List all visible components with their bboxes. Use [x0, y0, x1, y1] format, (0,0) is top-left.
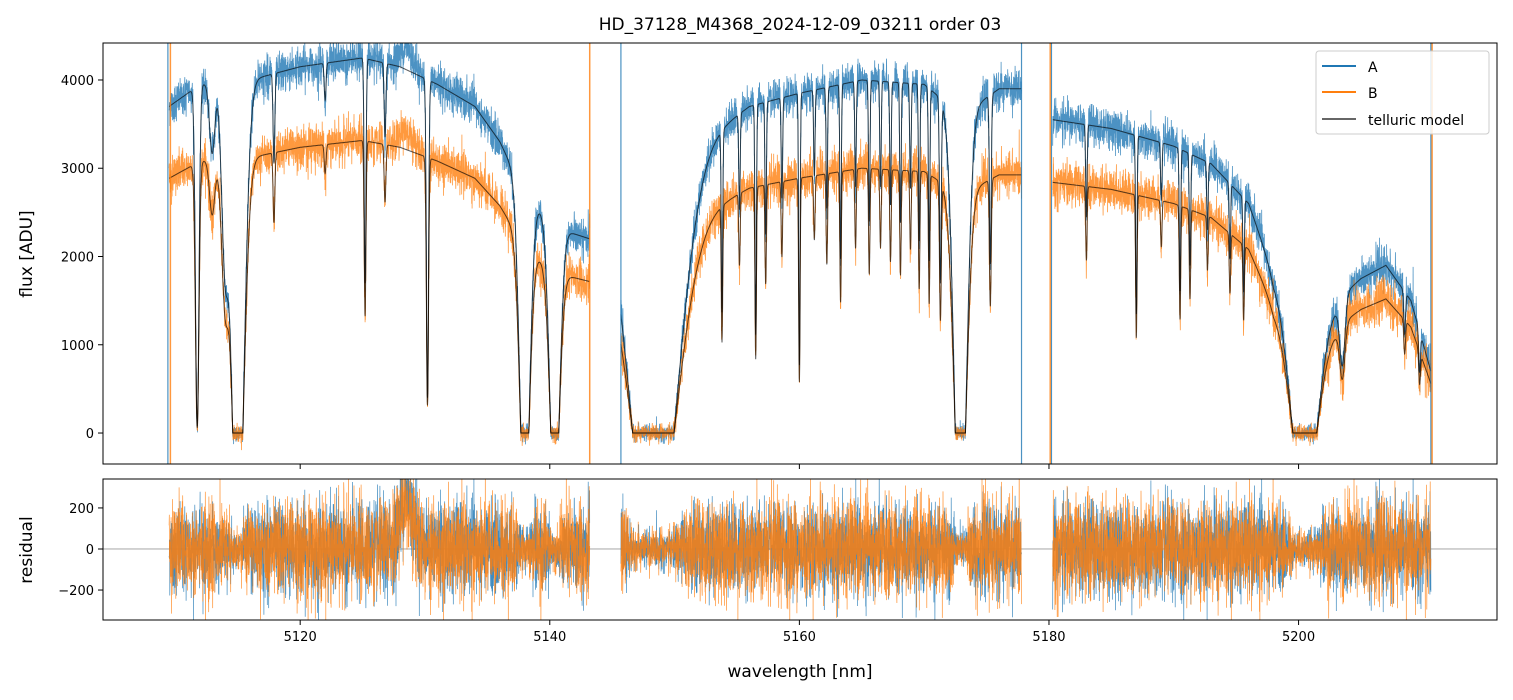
chart-title: HD_37128_M4368_2024-12-09_03211 order 03: [599, 15, 1002, 35]
residual-plot-area: [103, 479, 1497, 620]
legend-label-b: B: [1368, 86, 1378, 102]
spectrum-b-segment-1: [620, 129, 1022, 446]
flux-plot-area: [167, 43, 1433, 464]
x-tick-label: 5180: [1032, 630, 1065, 645]
x-tick-label: 5140: [533, 630, 566, 645]
residual-b-segment-0: [168, 479, 591, 620]
x-tick-label: 5120: [284, 630, 317, 645]
model-b-segment-2: [1052, 181, 1432, 434]
x-axis-label: wavelength [nm]: [727, 662, 872, 682]
residual-b-segment-2: [1052, 479, 1432, 620]
legend-label-a: A: [1368, 60, 1378, 76]
y-tick-label: 3000: [61, 162, 94, 177]
spectrum-a-segment-0: [168, 43, 591, 445]
legend: A B telluric model: [1315, 50, 1490, 135]
residual-axes: 5120 5140 5160 5180 5200 −200 0 200: [58, 478, 1498, 645]
x-tick-label: 5200: [1282, 630, 1315, 645]
legend-label-model: telluric model: [1368, 113, 1464, 129]
model-b-segment-0: [168, 140, 591, 434]
y-tick-label: 0: [86, 427, 94, 442]
y-tick-label: 4000: [61, 74, 94, 89]
y-axis-label-flux: flux [ADU]: [17, 210, 37, 297]
y-tick-label: 2000: [61, 251, 94, 266]
x-tick-label: 5160: [783, 630, 816, 645]
y-tick-label: 1000: [61, 339, 94, 354]
residual-b-segment-1: [620, 479, 1022, 620]
flux-axes: 0 1000 2000 3000 4000: [61, 42, 1498, 469]
model-a-segment-2: [1052, 119, 1432, 434]
model-a-segment-0: [168, 57, 590, 434]
y-axis-label-residual: residual: [17, 516, 37, 583]
model-b-segment-1: [620, 167, 1022, 434]
residual-y-tick-label: 200: [69, 502, 94, 517]
spectrum-a-segment-2: [1052, 95, 1432, 445]
residual-y-tick-label: 0: [86, 543, 94, 558]
residual-y-tick-label: −200: [58, 584, 94, 599]
spectrum-a-segment-1: [620, 58, 1022, 444]
residual-axes-frame: [102, 478, 1498, 621]
flux-axes-frame: [102, 42, 1498, 465]
